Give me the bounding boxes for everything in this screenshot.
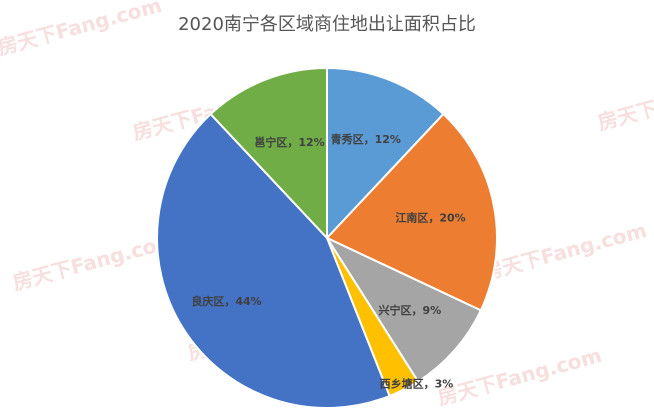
watermark: 房天下Fang.com (10, 228, 179, 295)
watermark: 房天下Fang.com (0, 0, 164, 60)
pie-slice-label-6: 邕宁区，12% (254, 135, 324, 149)
pie-slice-label-1: 青秀区，12% (331, 132, 401, 146)
pie-slice-1 (326, 66, 445, 241)
pie-slice-3 (324, 235, 483, 383)
watermark: 房天下Fang.com (595, 68, 654, 135)
pie-slices (156, 66, 498, 409)
watermark: 房天下Fang.com (435, 343, 604, 409)
pie-slice-label-4: 西乡塘区，3% (380, 376, 454, 390)
pie-slice-label-2: 江南区，20% (395, 210, 465, 224)
pie-slice-label-5: 良庆区，44% (191, 294, 261, 308)
pie-labels: 青秀区，12% 江南区，20% 兴宁区，9% 西乡塘区，3% 良庆区，44% 邕宁区，12… (191, 132, 465, 390)
chart-title: 2020南宁各区域商住地出让面积占比 (178, 14, 476, 35)
pie-slice-5 (156, 112, 391, 409)
watermark: 房天下Fang.com (480, 218, 649, 285)
pie-slice-2 (325, 112, 498, 312)
pie-slice-label-3: 兴宁区，9% (379, 303, 442, 317)
pie-slice-6 (209, 66, 328, 241)
